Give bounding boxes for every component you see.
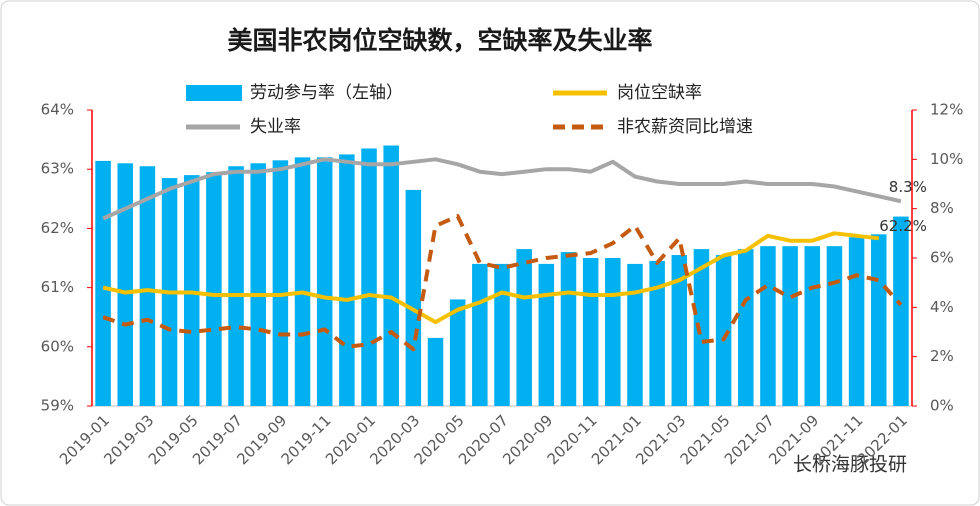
legend-label: 失业率 [250, 117, 301, 137]
bar [405, 189, 422, 406]
bar [206, 172, 222, 406]
y2-tick-label: 2% [930, 347, 954, 365]
bar [671, 255, 688, 406]
bar [117, 163, 133, 406]
line [102, 157, 902, 221]
bar [693, 249, 710, 406]
bar [582, 258, 599, 406]
bar [649, 260, 665, 406]
line [102, 231, 880, 325]
y-tick-label: 64% [41, 101, 74, 119]
y-tick-label: 62% [41, 219, 74, 237]
bar [782, 246, 798, 406]
bar [627, 263, 643, 406]
bar [250, 163, 266, 406]
y2-tick-label: 8% [930, 199, 954, 217]
y-tick-label: 60% [41, 337, 74, 355]
bar [228, 166, 244, 406]
legend-label: 岗位空缺率 [617, 83, 702, 103]
bar [294, 157, 311, 406]
data-label: 62.2% [879, 217, 927, 235]
bar [516, 249, 532, 406]
bar [605, 258, 621, 406]
bar [738, 249, 754, 406]
legend-label: 劳动参与率（左轴） [250, 83, 403, 103]
bar [538, 263, 555, 406]
bar [494, 263, 510, 406]
bar [871, 234, 887, 406]
bar [427, 337, 444, 406]
bar [848, 237, 865, 406]
y2-tick-label: 10% [930, 150, 963, 168]
legend-label: 非农薪资同比增速 [617, 117, 753, 137]
y-tick-label: 59% [41, 397, 74, 415]
y2-tick-label: 4% [930, 298, 954, 316]
legend-swatch [186, 85, 242, 101]
bar [339, 154, 355, 406]
bar [826, 246, 843, 406]
bar [804, 246, 821, 406]
watermark: 长桥海豚投研 [793, 454, 907, 476]
bar [272, 160, 289, 406]
bar [139, 166, 156, 406]
bar [361, 148, 377, 407]
y2-tick-label: 0% [930, 397, 954, 415]
y2-tick-label: 6% [930, 249, 954, 267]
bar [383, 145, 399, 406]
y2-tick-label: 12% [930, 101, 963, 119]
bar [316, 157, 333, 406]
data-label: 8.3% [889, 178, 927, 196]
bar [449, 299, 466, 406]
bar [715, 255, 732, 406]
bar [472, 263, 488, 406]
y-tick-label: 61% [41, 278, 74, 296]
bar [893, 216, 909, 406]
bar [95, 160, 111, 406]
bar [760, 246, 776, 406]
bar [560, 252, 577, 406]
chart-title: 美国非农岗位空缺数，空缺率及失业率 [227, 26, 652, 55]
y-tick-label: 63% [41, 160, 74, 178]
